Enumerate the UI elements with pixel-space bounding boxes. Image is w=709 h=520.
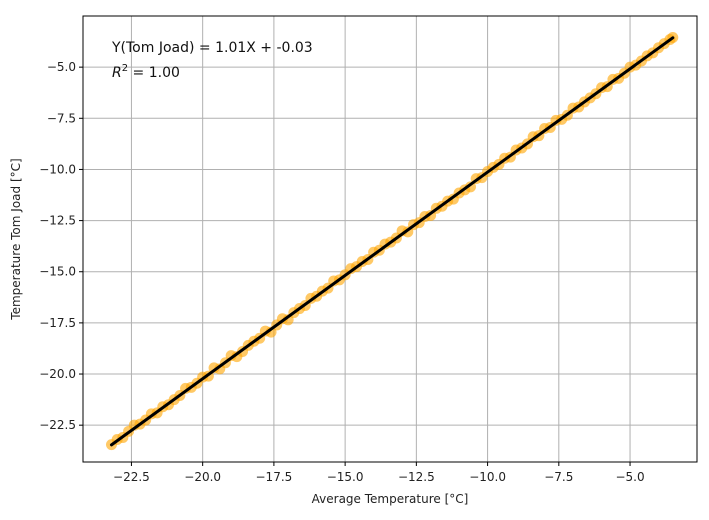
y-axis-label: Temperature Tom Joad [°C]: [9, 158, 23, 320]
regression-line: [109, 36, 675, 447]
y-tick-label: −12.5: [39, 214, 76, 228]
regression-equation: Y(Tom Joad) = 1.01X + -0.03: [111, 40, 313, 56]
x-tick-label: −7.5: [544, 470, 573, 484]
y-tick-label: −15.0: [39, 265, 76, 279]
x-axis-label: Average Temperature [°C]: [312, 492, 469, 506]
r-squared-exponent: 2: [122, 63, 128, 74]
x-tick-labels: −22.5 −20.0 −17.5 −15.0 −12.5 −10.0 −7.5 −5.0: [113, 470, 645, 484]
r-squared-value: = 1.00: [128, 65, 180, 81]
regression-line-group: [109, 36, 675, 447]
r-squared-symbol: R: [112, 65, 122, 81]
y-tick-label: −22.5: [39, 418, 76, 432]
plot-frame: [82, 15, 698, 463]
x-tick-label: −20.0: [184, 470, 221, 484]
y-tick-label: −17.5: [39, 316, 76, 330]
y-tick-label: −20.0: [39, 367, 76, 381]
x-tick-label: −5.0: [615, 470, 644, 484]
x-tick-label: −22.5: [113, 470, 150, 484]
grid: [83, 16, 697, 462]
x-tick-label: −15.0: [327, 470, 364, 484]
y-tick-label: −7.5: [47, 111, 76, 125]
x-tick-label: −12.5: [398, 470, 435, 484]
tick-marks: [79, 66, 631, 466]
y-tick-labels: −22.5 −20.0 −17.5 −15.0 −12.5 −10.0 −7.5 −5.0: [39, 60, 76, 432]
r-squared-annotation: R2 = 1.00: [112, 63, 180, 81]
y-tick-label: −10.0: [39, 162, 76, 176]
x-tick-label: −17.5: [256, 470, 293, 484]
x-tick-label: −10.0: [469, 470, 506, 484]
y-tick-label: −5.0: [47, 60, 76, 74]
